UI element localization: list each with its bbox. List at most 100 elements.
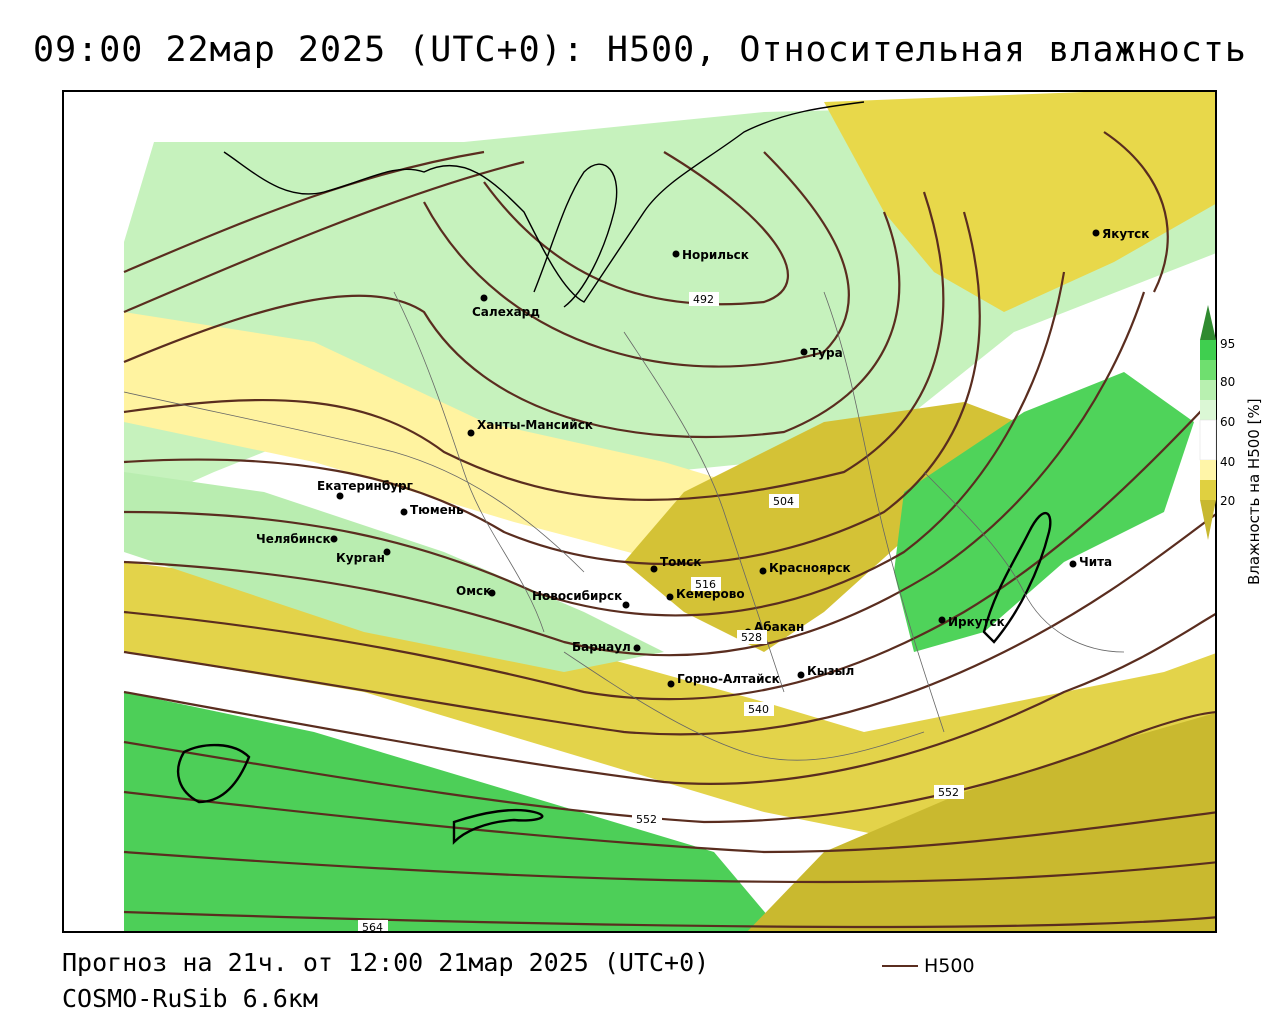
region-borders [123,291,1125,761]
colorbar-tick: 40 [1220,455,1235,469]
city-label: Новосибирск [532,589,622,603]
city-kyzyl[interactable]: Кызыл [797,664,855,679]
city-irkutsk[interactable]: Иркутск [938,615,1005,629]
city-barnaul[interactable]: Барнаул [572,640,641,654]
region-border [923,471,1125,653]
city-kurgan[interactable]: Курган [336,548,391,566]
colorbar-band [1199,419,1217,461]
map-title: 09:00 22мар 2025 (UTC+0): H500, Относите… [33,30,1247,70]
city-dot [383,548,391,556]
region-border [823,291,945,733]
svg-text:564: 564 [362,921,383,933]
isoline-label-552-east: 552 [934,785,964,799]
city-label: Иркутск [948,615,1005,629]
colorbar-tick: 80 [1220,375,1235,389]
city-dot [666,593,674,601]
isoline-legend-label: H500 [924,955,975,977]
isoline [123,850,1215,884]
city-dot [488,589,496,597]
city-dot [633,644,641,652]
isoline [123,513,1215,736]
city-krasnoyarsk[interactable]: Красноярск [759,561,851,575]
city-omsk[interactable]: Омск [456,584,496,598]
humidity-area-olive-southeast [747,713,1215,931]
isoline-label-516: 516 [691,577,721,591]
city-tomsk[interactable]: Томск [650,555,702,573]
city-gorno-altaysk[interactable]: Горно-Алтайск [667,672,780,688]
city-novosibirsk[interactable]: Новосибирск [532,589,630,609]
city-dot [336,492,344,500]
model-info: COSMO-RuSib 6.6км [62,984,318,1013]
city-label: Барнаул [572,640,631,654]
city-dot [938,616,946,624]
coastlines [176,101,1052,845]
city-markers: Норильск Салехард Тура Якутск Ханты-Манс… [256,227,1149,688]
city-salekhard[interactable]: Салехард [472,294,540,320]
humidity-area-light-yellow-west [124,312,824,572]
city-label: Норильск [682,248,749,262]
humidity-colorbar: 95 80 60 40 20 [1199,305,1235,540]
isoline [423,151,850,368]
city-dot [1092,229,1100,237]
city-label: Курган [336,551,385,565]
svg-text:516: 516 [695,578,716,591]
city-label: Красноярск [769,561,851,575]
city-dot [672,250,680,258]
svg-text:528: 528 [741,631,762,644]
city-dot [467,429,475,437]
svg-text:540: 540 [748,703,769,716]
city-khanty-mansiysk[interactable]: Ханты-Мансийск [467,418,593,437]
city-tura[interactable]: Тура [800,346,843,360]
svg-text:492: 492 [693,293,714,306]
city-ekaterinburg[interactable]: Екатеринбург [317,479,413,500]
isoline [123,910,1215,929]
city-dot [330,535,338,543]
region-border [563,651,925,761]
isoline [123,211,981,566]
aral-sea [176,743,251,804]
colorbar-triangle-top [1200,305,1216,340]
lake-balkhash [452,808,544,845]
city-chelyabinsk[interactable]: Челябинск [256,532,338,546]
city-dot [650,565,658,573]
map-canvas: Норильск Салехард Тура Якутск Ханты-Манс… [123,92,1215,933]
forecast-info: Прогноз на 21ч. от 12:00 21мар 2025 (UTC… [62,948,710,977]
isoline-label-492: 492 [689,292,719,306]
colorbar-title: Влажность на H500 [%] [1245,398,1263,585]
city-dot [797,671,805,679]
isoline [123,711,1215,824]
colorbar-band [1200,480,1216,500]
isoline-label-552-west: 552 [632,812,662,826]
city-label: Томск [660,555,702,569]
isoline [123,291,1146,657]
city-label: Тура [810,346,843,360]
region-border [393,291,545,633]
city-dot [480,294,488,302]
city-label: Якутск [1102,227,1149,241]
city-label: Кызыл [807,664,854,678]
city-yakutsk[interactable]: Якутск [1092,227,1150,241]
isoline [483,151,789,306]
humidity-area-light-green-mid [124,472,664,672]
svg-text:552: 552 [636,813,657,826]
city-tyumen[interactable]: Тюмень [400,503,465,517]
city-norilsk[interactable]: Норильск [672,248,749,262]
isoline [123,271,1066,617]
city-label: Горно-Алтайск [677,672,780,686]
city-label: Челябинск [256,532,331,546]
isoline [123,211,901,438]
city-dot [1069,560,1077,568]
city-chita[interactable]: Чита [1069,555,1113,569]
humidity-area-yellow-northeast [824,92,1215,312]
svg-text:504: 504 [773,495,794,508]
isoline [1103,131,1169,293]
city-dot [400,508,408,516]
city-label: Екатеринбург [317,479,413,493]
isoline-label-564: 564 [358,920,388,933]
city-label: Тюмень [410,503,464,517]
lake-baikal [982,511,1052,644]
city-dot [800,348,808,356]
humidity-fill [124,92,1215,931]
colorbar-band [1200,340,1216,360]
isoline [123,191,945,501]
